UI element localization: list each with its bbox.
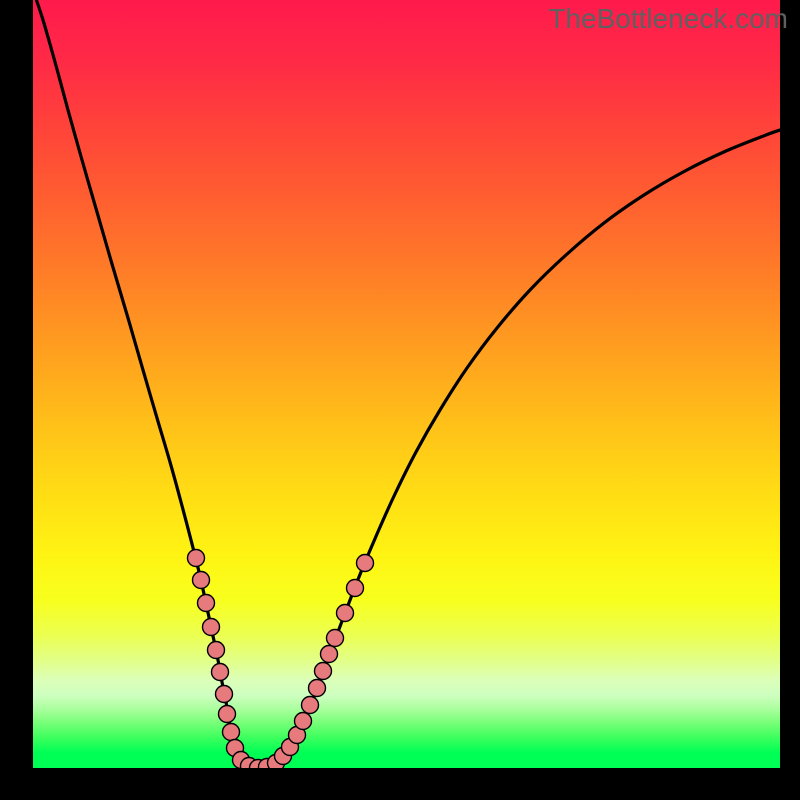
chart-container: TheBottleneck.com — [0, 0, 800, 800]
data-dot — [198, 595, 215, 612]
data-dot — [216, 686, 233, 703]
data-dots — [188, 550, 374, 769]
plot-area — [33, 0, 780, 768]
data-dot — [302, 697, 319, 714]
data-dot — [219, 706, 236, 723]
data-dot — [203, 619, 220, 636]
data-dot — [309, 680, 326, 697]
data-dot — [295, 713, 312, 730]
data-dot — [223, 724, 240, 741]
watermark-text: TheBottleneck.com — [548, 3, 788, 35]
data-dot — [321, 646, 338, 663]
data-dot — [193, 572, 210, 589]
data-dot — [315, 663, 332, 680]
data-dot — [188, 550, 205, 567]
data-dot — [212, 664, 229, 681]
data-dot — [357, 555, 374, 572]
data-dot — [327, 630, 344, 647]
data-dot — [208, 642, 225, 659]
bottleneck-curve — [33, 0, 780, 768]
curve-layer — [33, 0, 780, 768]
data-dot — [337, 605, 354, 622]
data-dot — [347, 580, 364, 597]
